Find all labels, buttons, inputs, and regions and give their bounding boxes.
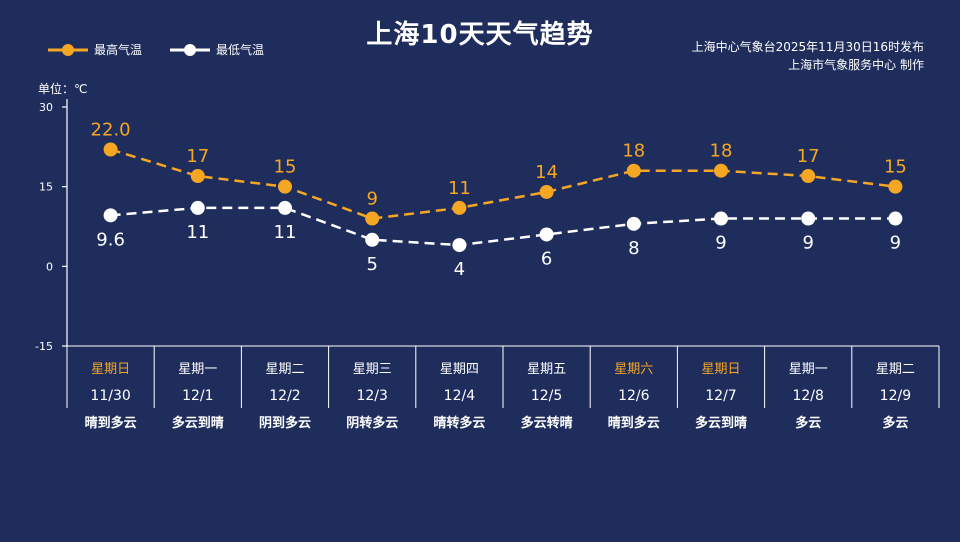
y-tick-label: -15 (35, 340, 53, 353)
weather-label: 阴到多云 (259, 415, 311, 431)
weekday-label: 星期六 (614, 362, 653, 377)
high-temp-point (626, 163, 641, 178)
weather-label: 多云到晴 (172, 415, 224, 431)
weekday-label: 星期四 (440, 362, 479, 377)
date-label: 11/30 (90, 388, 130, 404)
weather-label: 晴到多云 (608, 415, 660, 431)
high-temp-value: 18 (710, 141, 733, 162)
weather-label: 阴转多云 (346, 415, 398, 431)
weekday-label: 星期三 (353, 362, 392, 377)
date-label: 12/1 (182, 388, 213, 404)
issuer-note: 上海中心气象台2025年11月30日16时发布 上海市气象服务中心 制作 (692, 38, 924, 74)
low-temp-value: 9 (802, 233, 813, 254)
low-temp-point (452, 238, 467, 253)
y-axis-unit: 单位：℃ (38, 82, 88, 96)
weekday-label: 星期五 (527, 362, 566, 377)
low-temp-value: 8 (628, 238, 639, 259)
weather-label: 晴转多云 (433, 415, 485, 431)
low-temp-value: 9 (715, 233, 726, 254)
legend-high-marker (48, 43, 88, 56)
high-temp-point (103, 142, 118, 157)
low-temp-point (714, 211, 728, 226)
weekday-label: 星期日 (91, 362, 130, 377)
high-temp-point (278, 179, 292, 194)
high-temp-value: 17 (186, 146, 209, 167)
weather-label: 多云 (795, 415, 821, 431)
low-temp-value: 6 (541, 248, 552, 269)
high-temp-value: 17 (797, 146, 820, 167)
weekday-label: 星期日 (701, 362, 740, 377)
high-temp-value: 18 (622, 141, 645, 162)
weather-label: 多云 (882, 415, 908, 431)
low-temp-value: 11 (186, 222, 209, 243)
issuer-line-1: 上海中心气象台2025年11月30日16时发布 (691, 40, 924, 54)
high-temp-line (110, 148, 896, 220)
low-temp-point (888, 211, 903, 226)
low-temp-line (110, 206, 896, 247)
low-temp-point (365, 232, 380, 247)
high-temp-value: 15 (884, 157, 907, 178)
legend-low: 最低气温 (170, 41, 264, 58)
chart-title: 上海10天天气趋势 (366, 20, 594, 50)
date-label: 12/5 (531, 388, 562, 404)
date-label: 12/8 (792, 388, 823, 404)
high-temp-point (190, 169, 205, 184)
low-temp-point (103, 208, 118, 223)
y-tick-label: 30 (39, 101, 53, 114)
legend-low-label: 最低气温 (216, 43, 265, 57)
low-temp-value: 11 (274, 222, 297, 243)
high-temp-value: 11 (448, 178, 471, 199)
high-temp-point (539, 184, 554, 199)
date-label: 12/9 (880, 388, 911, 404)
weekday-label: 星期二 (265, 362, 304, 377)
legend-high-label: 最高气温 (94, 43, 143, 57)
high-temp-point (801, 169, 816, 184)
high-temp-value: 22.0 (91, 119, 131, 140)
legend-high: 最高气温 (48, 41, 142, 58)
date-label: 12/7 (705, 388, 736, 404)
low-temp-point (278, 200, 292, 215)
weather-label: 多云转晴 (521, 415, 573, 431)
low-temp-value: 4 (454, 259, 465, 280)
low-temp-point (626, 216, 641, 231)
low-temp-value: 5 (366, 254, 377, 275)
date-label: 12/6 (618, 388, 650, 404)
high-temp-point (888, 179, 903, 194)
low-temp-point (539, 227, 554, 242)
high-temp-point (452, 200, 467, 215)
weekday-label: 星期二 (876, 362, 915, 377)
low-temp-point (801, 211, 816, 226)
low-temp-value: 9.6 (96, 229, 125, 250)
low-temp-point (190, 200, 205, 215)
date-label: 12/2 (269, 388, 300, 404)
y-tick-label: 15 (39, 181, 53, 194)
weather-label: 多云到晴 (695, 415, 747, 431)
y-tick-label: 0 (46, 260, 53, 273)
legend-low-marker (170, 43, 210, 56)
high-temp-value: 15 (274, 157, 297, 178)
high-temp-value: 9 (366, 189, 377, 210)
weather-label: 晴到多云 (85, 415, 137, 431)
weekday-label: 星期一 (789, 362, 828, 377)
date-label: 12/4 (444, 388, 476, 404)
high-temp-point (714, 163, 728, 178)
high-temp-value: 14 (535, 162, 558, 183)
date-label: 12/3 (356, 388, 387, 404)
weekday-label: 星期一 (178, 362, 217, 377)
issuer-line-2: 上海市气象服务中心 制作 (788, 58, 924, 72)
low-temp-value: 9 (890, 233, 901, 254)
high-temp-point (365, 211, 380, 226)
